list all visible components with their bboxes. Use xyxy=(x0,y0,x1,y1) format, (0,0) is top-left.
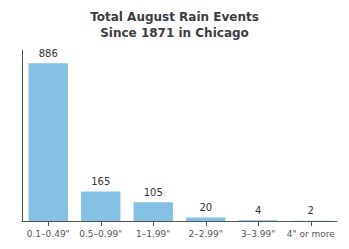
svg-text:20: 20 xyxy=(199,202,212,213)
svg-text:165: 165 xyxy=(91,176,110,187)
svg-text:4: 4 xyxy=(255,205,261,216)
svg-text:105: 105 xyxy=(144,187,163,198)
svg-text:0.1–0.49": 0.1–0.49" xyxy=(27,229,70,239)
svg-text:Total August Rain Events: Total August Rain Events xyxy=(90,10,259,24)
svg-text:2: 2 xyxy=(308,205,314,216)
svg-text:4" or more: 4" or more xyxy=(287,229,336,239)
svg-text:2–2.99": 2–2.99" xyxy=(189,229,223,239)
svg-text:Since 1871 in Chicago: Since 1871 in Chicago xyxy=(100,26,249,40)
svg-text:886: 886 xyxy=(39,48,58,59)
svg-text:3–3.99": 3–3.99" xyxy=(241,229,275,239)
svg-text:0.5–0.99": 0.5–0.99" xyxy=(79,229,122,239)
svg-text:1–1.99": 1–1.99" xyxy=(136,229,170,239)
